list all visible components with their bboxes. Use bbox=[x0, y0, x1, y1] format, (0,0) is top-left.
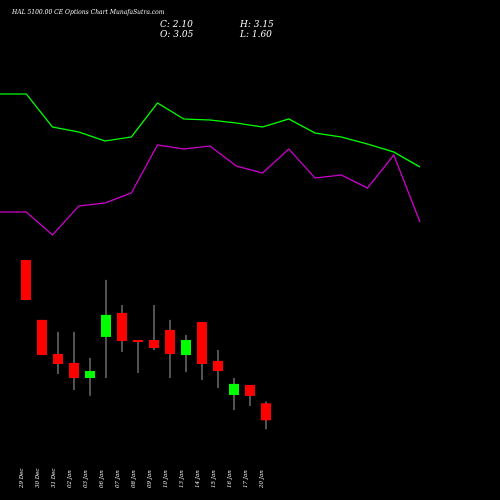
chart-title: HAL 5100.00 CE Options Chart MunafaSutra… bbox=[11, 9, 165, 16]
indicator-line bbox=[0, 144, 421, 236]
x-tick-label: 07 Jan bbox=[115, 470, 121, 488]
x-tick-label: 29 Dec bbox=[19, 469, 25, 490]
x-tick-label: 15 Jan bbox=[211, 470, 217, 488]
x-tick-label: 06 Jan bbox=[99, 470, 105, 488]
close-text: C: 2.10 bbox=[160, 20, 193, 30]
x-tick-label: 10 Jan bbox=[163, 470, 169, 488]
low-text: L: 1.60 bbox=[239, 30, 272, 40]
x-tick-label: 16 Jan bbox=[227, 470, 233, 488]
candle-body bbox=[101, 314, 111, 337]
candle-body bbox=[37, 319, 47, 356]
candle-body bbox=[133, 339, 143, 342]
x-tick-label: 17 Jan bbox=[243, 470, 249, 488]
x-tick-label: 09 Jan bbox=[147, 470, 153, 488]
candle-body bbox=[197, 322, 207, 364]
indicator-line bbox=[0, 93, 421, 168]
high-text: H: 3.15 bbox=[239, 20, 274, 30]
candle-body bbox=[117, 312, 127, 342]
candle-body bbox=[69, 362, 79, 378]
candle-body bbox=[213, 360, 223, 371]
candle-body bbox=[261, 403, 271, 421]
x-tick-label: 08 Jan bbox=[131, 470, 137, 488]
x-tick-label: 14 Jan bbox=[195, 470, 201, 488]
candle-body bbox=[149, 339, 159, 349]
candle-body bbox=[53, 353, 63, 364]
candle-body bbox=[245, 384, 255, 396]
open-text: O: 3.05 bbox=[160, 30, 194, 40]
candle-body bbox=[181, 339, 191, 356]
x-tick-label: 31 Dec bbox=[51, 469, 57, 489]
candle-body bbox=[21, 260, 31, 301]
x-tick-label: 02 Jan bbox=[67, 470, 73, 488]
x-tick-label: 03 Jan bbox=[83, 470, 89, 488]
x-tick-label: 20 Jan bbox=[259, 470, 265, 489]
candle-body bbox=[165, 329, 175, 354]
x-tick-label: 30 Dec bbox=[35, 469, 41, 489]
candle-body bbox=[229, 383, 239, 396]
x-tick-label: 13 Jan bbox=[179, 470, 185, 488]
candle-body bbox=[85, 370, 95, 378]
